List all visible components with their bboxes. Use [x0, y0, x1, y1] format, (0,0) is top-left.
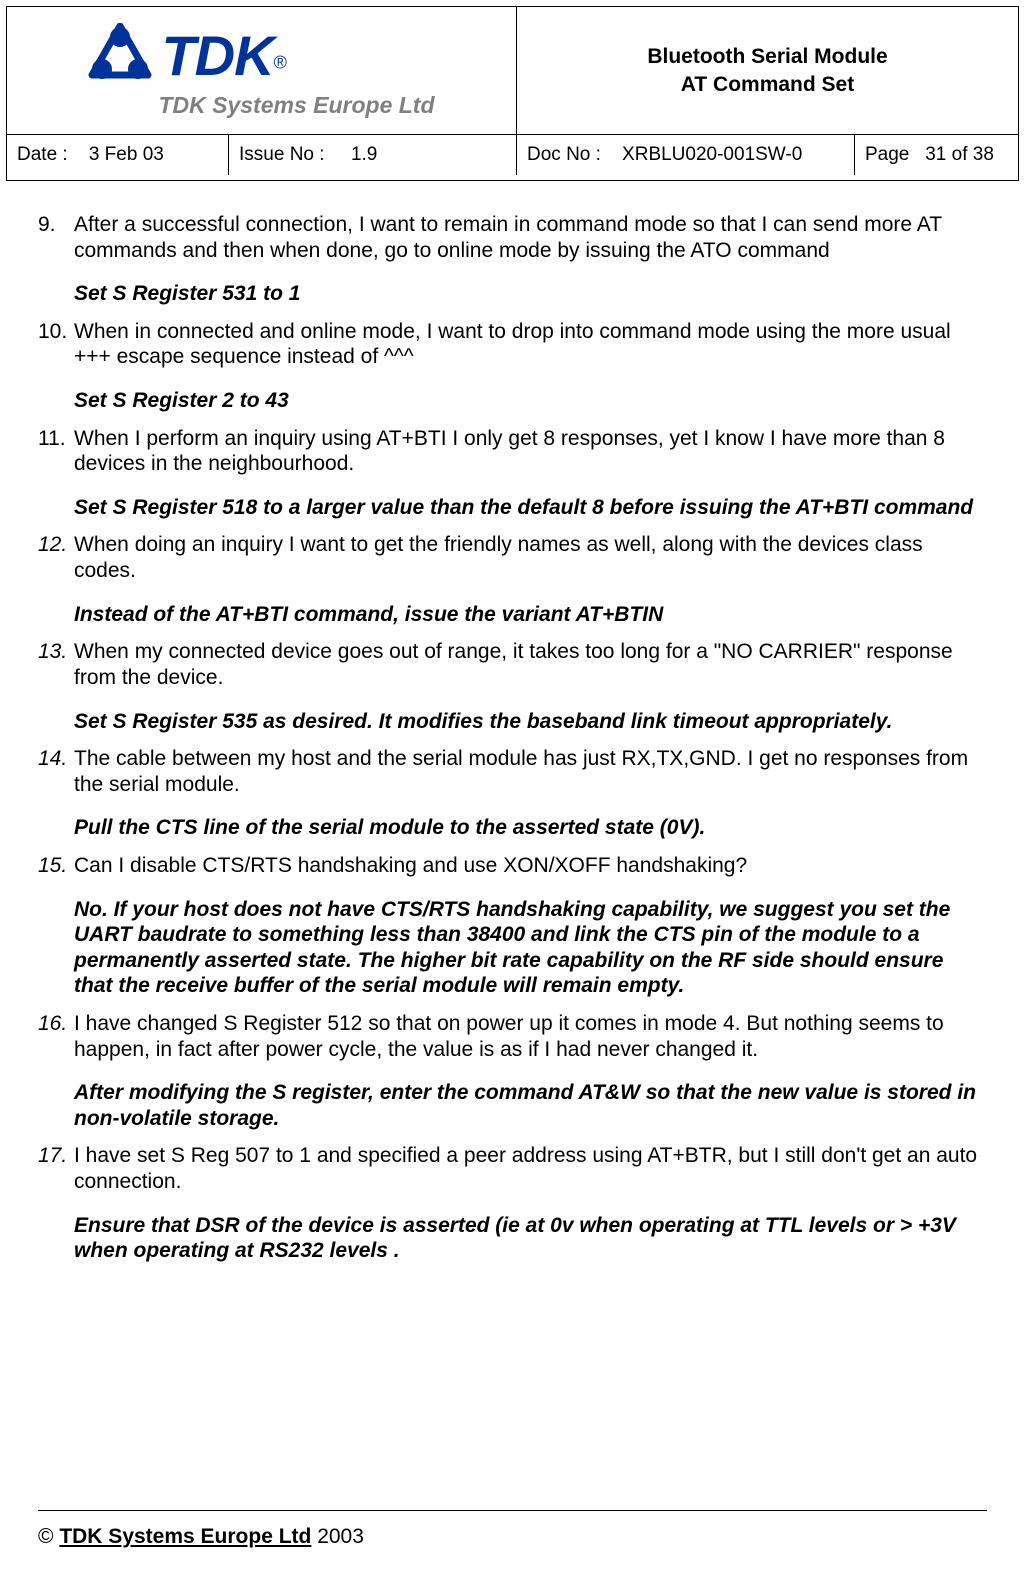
- footer-company: TDK Systems Europe Ltd: [59, 1525, 311, 1548]
- logo-reg: ®: [274, 52, 287, 72]
- faq-item: 14.The cable between my host and the ser…: [38, 746, 987, 841]
- page-value: 31 of 38: [925, 144, 994, 166]
- faq-question: 10.When in connected and online mode, I …: [38, 319, 987, 370]
- faq-item: 13.When my connected device goes out of …: [38, 639, 987, 734]
- header-row: TDK® TDK Systems Europe Ltd Bluetooth Se…: [7, 7, 1018, 135]
- question-text: When my connected device goes out of ran…: [74, 639, 987, 690]
- question-text: When doing an inquiry I want to get the …: [74, 532, 987, 583]
- logo-box: TDK® TDK Systems Europe Ltd: [88, 23, 434, 119]
- question-text: The cable between my host and the serial…: [74, 746, 987, 797]
- logo-text: TDK®: [161, 23, 286, 88]
- item-number: 17.: [38, 1143, 74, 1194]
- faq-question: 9.After a successful connection, I want …: [38, 212, 987, 263]
- faq-question: 12.When doing an inquiry I want to get t…: [38, 532, 987, 583]
- faq-item: 10.When in connected and online mode, I …: [38, 319, 987, 414]
- item-number: 11.: [38, 426, 74, 477]
- doc-label: Doc No :: [527, 144, 601, 166]
- faq-question: 14.The cable between my host and the ser…: [38, 746, 987, 797]
- question-text: When in connected and online mode, I wan…: [74, 319, 987, 370]
- copyright-prefix: ©: [38, 1525, 59, 1548]
- meta-page: Page 31 of 38: [855, 135, 1018, 175]
- footer-text: © TDK Systems Europe Ltd 2003: [38, 1525, 364, 1549]
- issue-label: Issue No :: [239, 144, 325, 166]
- page-label: Page: [865, 144, 909, 166]
- faq-answer: Instead of the AT+BTI command, issue the…: [74, 602, 987, 628]
- title-line1: Bluetooth Serial Module: [647, 43, 887, 70]
- meta-row: Date : 3 Feb 03 Issue No : 1.9 Doc No : …: [7, 135, 1018, 175]
- title-line2: AT Command Set: [681, 71, 854, 98]
- issue-value: 1.9: [351, 144, 377, 166]
- faq-question: 11.When I perform an inquiry using AT+BT…: [38, 426, 987, 477]
- item-number: 12.: [38, 532, 74, 583]
- faq-answer: Set S Register 518 to a larger value tha…: [74, 495, 987, 521]
- logo-cell: TDK® TDK Systems Europe Ltd: [7, 7, 517, 134]
- question-text: After a successful connection, I want to…: [74, 212, 987, 263]
- tdk-logo-icon: [88, 23, 153, 88]
- footer-year: 2003: [311, 1525, 364, 1548]
- question-text: I have changed S Register 512 so that on…: [74, 1011, 987, 1062]
- faq-question: 13.When my connected device goes out of …: [38, 639, 987, 690]
- content-body: 9.After a successful connection, I want …: [0, 187, 1025, 1264]
- logo-main: TDK®: [88, 23, 286, 88]
- faq-item: 9.After a successful connection, I want …: [38, 212, 987, 307]
- faq-question: 17.I have set S Reg 507 to 1 and specifi…: [38, 1143, 987, 1194]
- faq-answer: Set S Register 535 as desired. It modifi…: [74, 709, 987, 735]
- faq-question: 15.Can I disable CTS/RTS handshaking and…: [38, 853, 987, 879]
- item-number: 13.: [38, 639, 74, 690]
- date-label: Date :: [17, 144, 68, 166]
- meta-date: Date : 3 Feb 03: [7, 135, 229, 175]
- title-cell: Bluetooth Serial Module AT Command Set: [517, 7, 1018, 134]
- faq-item: 15.Can I disable CTS/RTS handshaking and…: [38, 853, 987, 999]
- faq-item: 11.When I perform an inquiry using AT+BT…: [38, 426, 987, 521]
- item-number: 9.: [38, 212, 74, 263]
- faq-item: 12.When doing an inquiry I want to get t…: [38, 532, 987, 627]
- faq-answer: Pull the CTS line of the serial module t…: [74, 815, 987, 841]
- question-text: I have set S Reg 507 to 1 and specified …: [74, 1143, 987, 1194]
- faq-answer: Ensure that DSR of the device is asserte…: [74, 1213, 987, 1264]
- logo-text-main: TDK: [161, 24, 273, 87]
- faq-question: 16.I have changed S Register 512 so that…: [38, 1011, 987, 1062]
- item-number: 16.: [38, 1011, 74, 1062]
- faq-answer: No. If your host does not have CTS/RTS h…: [74, 897, 987, 999]
- logo-subtitle: TDK Systems Europe Ltd: [158, 92, 434, 119]
- footer-line: [38, 1510, 987, 1511]
- faq-answer: Set S Register 2 to 43: [74, 388, 987, 414]
- meta-issue: Issue No : 1.9: [229, 135, 517, 175]
- item-number: 10.: [38, 319, 74, 370]
- faq-item: 17.I have set S Reg 507 to 1 and specifi…: [38, 1143, 987, 1263]
- question-text: Can I disable CTS/RTS handshaking and us…: [74, 853, 987, 879]
- doc-value: XRBLU020-001SW-0: [622, 144, 802, 166]
- page-header-frame: TDK® TDK Systems Europe Ltd Bluetooth Se…: [6, 6, 1019, 181]
- faq-answer: Set S Register 531 to 1: [74, 281, 987, 307]
- meta-doc: Doc No : XRBLU020-001SW-0: [517, 135, 855, 175]
- item-number: 14.: [38, 746, 74, 797]
- item-number: 15.: [38, 853, 74, 879]
- faq-answer: After modifying the S register, enter th…: [74, 1080, 987, 1131]
- question-text: When I perform an inquiry using AT+BTI I…: [74, 426, 987, 477]
- date-value: 3 Feb 03: [89, 144, 164, 166]
- faq-item: 16.I have changed S Register 512 so that…: [38, 1011, 987, 1131]
